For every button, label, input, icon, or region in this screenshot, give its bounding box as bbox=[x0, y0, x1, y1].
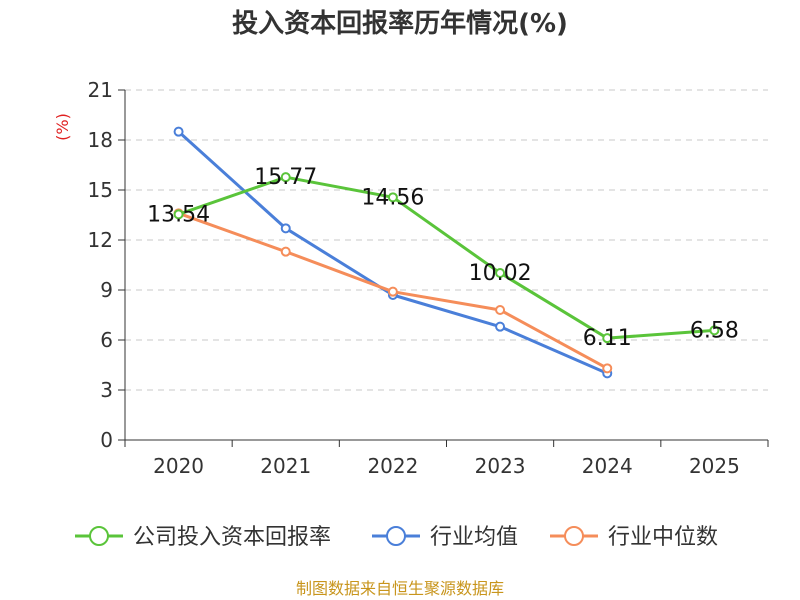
x-tick-label: 2020 bbox=[153, 454, 204, 478]
y-tick-label: 18 bbox=[88, 128, 113, 152]
legend-swatch-marker[interactable] bbox=[89, 526, 109, 546]
data-point[interactable] bbox=[495, 321, 506, 332]
legend-label[interactable]: 行业中位数 bbox=[608, 525, 718, 550]
data-point[interactable] bbox=[602, 363, 613, 374]
data-labels: 13.54 15.77 14.56 10.02 6.11 6.58 bbox=[147, 165, 739, 351]
chart-title: 投入资本回报率历年情况(%) bbox=[232, 8, 568, 39]
series-line bbox=[178, 175, 715, 340]
y-tick-label: 9 bbox=[100, 278, 113, 302]
x-tick-label: 2025 bbox=[689, 454, 740, 478]
data-point[interactable] bbox=[387, 286, 398, 297]
data-point[interactable] bbox=[495, 268, 506, 278]
data-point[interactable] bbox=[495, 305, 506, 315]
legend-swatch-marker[interactable] bbox=[564, 526, 584, 546]
data-point[interactable] bbox=[173, 209, 184, 220]
data-point[interactable] bbox=[173, 126, 184, 137]
y-tick-label: 12 bbox=[88, 228, 113, 252]
x-tick-label: 2021 bbox=[260, 454, 311, 478]
data-label: 6.58 bbox=[690, 318, 739, 343]
data-label: 6.11 bbox=[583, 326, 632, 351]
legend: 公司投入资本回报率 行业均值 行业中位数 bbox=[75, 525, 718, 550]
series-line bbox=[177, 130, 608, 375]
x-tick-label: 2023 bbox=[475, 454, 526, 478]
data-point[interactable] bbox=[280, 172, 291, 183]
data-point[interactable] bbox=[280, 246, 291, 257]
y-axis-label: (%) bbox=[53, 113, 72, 141]
data-point[interactable] bbox=[280, 223, 291, 234]
data-point[interactable] bbox=[602, 333, 613, 344]
data-label: 14.56 bbox=[361, 185, 424, 210]
data-label: 15.77 bbox=[254, 165, 317, 190]
axes: 0 3 6 9 12 15 18 21 2020 2021 2022 2023 2024 2025 bbox=[88, 78, 769, 478]
grid bbox=[125, 89, 768, 391]
data-point[interactable] bbox=[387, 192, 398, 203]
y-tick-label: 6 bbox=[100, 328, 113, 352]
legend-swatch-marker[interactable] bbox=[386, 526, 406, 546]
legend-label[interactable]: 行业均值 bbox=[430, 525, 518, 550]
y-tick-label: 15 bbox=[88, 178, 113, 202]
data-label: 13.54 bbox=[147, 202, 210, 227]
data-point[interactable] bbox=[709, 325, 720, 336]
series-lines bbox=[173, 126, 720, 379]
source-note: 制图数据来自恒生聚源数据库 bbox=[296, 579, 504, 598]
legend-label[interactable]: 公司投入资本回报率 bbox=[133, 525, 331, 550]
x-tick-label: 2024 bbox=[582, 454, 633, 478]
y-tick-label: 21 bbox=[88, 78, 113, 102]
y-tick-label: 0 bbox=[100, 428, 113, 452]
x-tick-label: 2022 bbox=[367, 454, 418, 478]
data-label: 10.02 bbox=[469, 261, 532, 286]
y-tick-label: 3 bbox=[100, 378, 113, 402]
